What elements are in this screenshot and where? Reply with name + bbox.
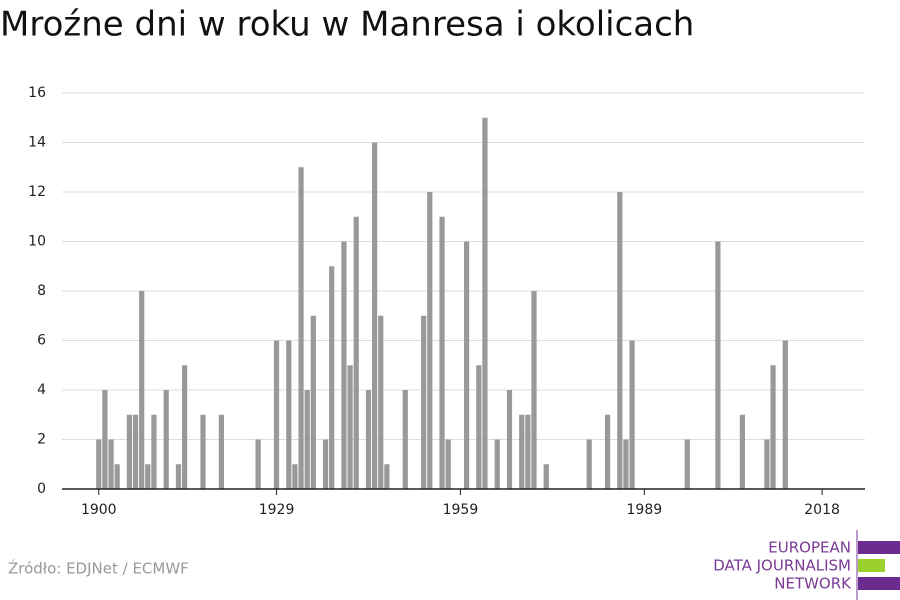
bar xyxy=(108,439,114,489)
logo-bar xyxy=(858,559,885,572)
bar xyxy=(782,340,788,489)
y-tick-label: 16 xyxy=(28,85,46,101)
bar xyxy=(770,365,776,489)
y-tick-label: 8 xyxy=(37,283,46,299)
bar xyxy=(163,390,169,489)
bar xyxy=(114,464,120,489)
bar xyxy=(531,291,537,489)
logo-text: NETWORK xyxy=(774,575,852,593)
logo-text: DATA JOURNALISM xyxy=(713,557,851,575)
bar xyxy=(102,390,108,489)
logo: EUROPEAN DATA JOURNALISM NETWORK xyxy=(713,530,900,600)
bar xyxy=(181,365,188,489)
bar xyxy=(519,414,525,489)
bar xyxy=(322,439,329,489)
bar xyxy=(347,365,353,489)
bar xyxy=(151,414,157,489)
bar xyxy=(525,414,531,489)
bar xyxy=(298,167,304,489)
bar xyxy=(286,340,292,489)
bar xyxy=(739,414,746,489)
y-tick-label: 0 xyxy=(37,481,46,497)
bar xyxy=(427,192,433,489)
bar xyxy=(372,142,378,489)
y-tick-label: 14 xyxy=(28,135,46,151)
bar xyxy=(292,464,298,489)
source: Źródło: EDJNet / ECMWF xyxy=(8,559,189,578)
x-tick-label: 1929 xyxy=(259,502,295,518)
bar xyxy=(439,216,445,489)
bar xyxy=(421,315,427,489)
bar xyxy=(175,464,182,489)
bar xyxy=(543,464,549,489)
chart-title: Mroźne dni w roku w Manresa i okolicach xyxy=(0,5,694,45)
bar xyxy=(139,291,145,489)
bar xyxy=(132,414,139,489)
x-tick-label: 1989 xyxy=(627,502,663,518)
bar xyxy=(494,439,500,489)
bar xyxy=(126,414,133,489)
bar xyxy=(482,117,488,489)
bar xyxy=(384,464,390,489)
bar xyxy=(463,241,470,489)
bar xyxy=(684,439,690,489)
bar xyxy=(329,266,335,489)
x-tick-label: 1900 xyxy=(81,502,117,518)
bar xyxy=(304,390,310,489)
y-tick-label: 10 xyxy=(28,234,46,250)
bar xyxy=(764,439,770,489)
bar xyxy=(353,216,359,489)
bar xyxy=(623,439,629,489)
bar xyxy=(629,340,635,489)
bar xyxy=(378,315,384,489)
bar xyxy=(218,414,224,489)
bar xyxy=(273,340,280,489)
bar xyxy=(506,390,513,489)
bar xyxy=(617,192,623,489)
bar xyxy=(365,390,372,489)
y-tick-label: 12 xyxy=(28,184,46,200)
bar xyxy=(445,439,451,489)
logo-bar xyxy=(858,577,900,590)
bar xyxy=(310,315,316,489)
y-tick-label: 6 xyxy=(37,333,46,349)
bar xyxy=(200,414,206,489)
bar xyxy=(96,439,102,489)
bar xyxy=(586,439,592,489)
y-tick-label: 2 xyxy=(37,432,46,448)
bar xyxy=(255,439,261,489)
bar xyxy=(145,464,151,489)
bar xyxy=(476,365,482,489)
logo-text: EUROPEAN xyxy=(768,539,851,557)
bar xyxy=(402,390,408,489)
logo-bar xyxy=(858,541,900,554)
x-tick-label: 2018 xyxy=(804,502,840,518)
bar xyxy=(715,241,721,489)
x-tick-label: 1959 xyxy=(443,502,479,518)
y-tick-label: 4 xyxy=(37,382,46,398)
bar xyxy=(341,241,347,489)
bar xyxy=(604,414,611,489)
